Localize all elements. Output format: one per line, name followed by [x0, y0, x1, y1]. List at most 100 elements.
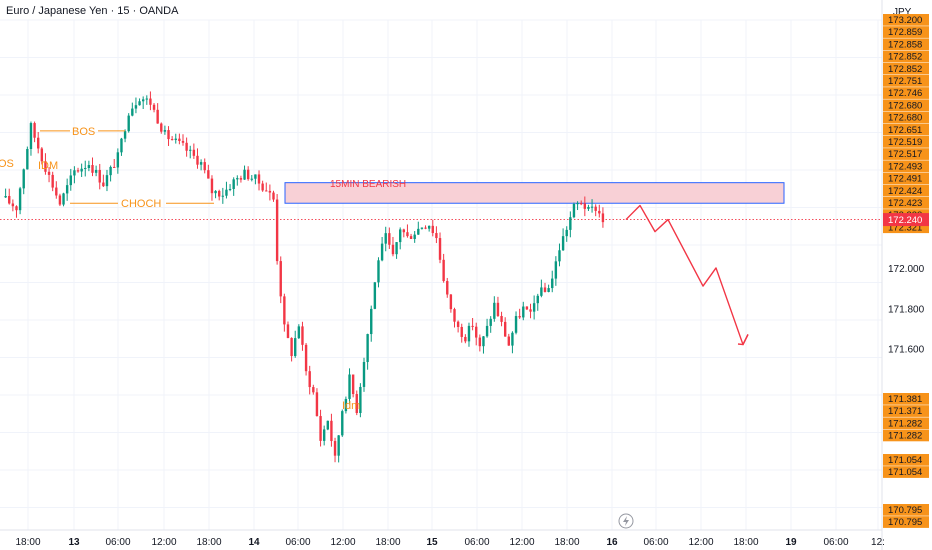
candle-body [507, 336, 510, 346]
grid [0, 19, 882, 530]
candle-body [149, 98, 152, 105]
candle-body [522, 306, 525, 318]
price-badge-label: 172.751 [888, 76, 922, 87]
price-badge [883, 393, 929, 405]
time-tick: 12: [871, 537, 885, 548]
candle-body [185, 142, 188, 151]
candle-body [529, 309, 532, 312]
price-badge [883, 417, 929, 430]
candle-body [275, 199, 279, 262]
time-tick: 06:00 [105, 537, 130, 548]
candle-body [590, 206, 594, 208]
candle-body [554, 261, 558, 279]
price-badge-label: 172.852 [888, 64, 922, 75]
price-badge-label: 171.282 [888, 418, 922, 429]
price-badge-label: 172.746 [888, 88, 922, 99]
price-axis[interactable]: JPY172.200172.000171.800171.600173.20017… [881, 0, 932, 550]
candle-body [478, 337, 482, 347]
candle-body [427, 225, 431, 229]
price-badge [883, 99, 929, 112]
price-badge-label: 172.680 [888, 113, 922, 124]
candle-body [333, 441, 337, 456]
candle-body [409, 236, 413, 239]
candle-body [84, 167, 87, 169]
price-badge-label: 172.859 [888, 27, 922, 38]
candle-body [189, 149, 192, 151]
candle-body [145, 98, 148, 100]
candle-body [572, 204, 576, 218]
price-badge-label: 172.424 [888, 186, 922, 197]
candle-body [446, 281, 449, 295]
candle-body [58, 195, 62, 205]
candle-body [485, 325, 489, 337]
candle-body [286, 324, 290, 338]
price-badge [883, 172, 929, 185]
candle-body [203, 162, 206, 171]
price-badge [883, 504, 929, 516]
candle-body [272, 192, 275, 200]
zone-layer: 15MIN BEARISH [0, 179, 882, 220]
price-badge [883, 429, 929, 442]
candle-body [326, 420, 329, 430]
candle-body [431, 225, 434, 234]
price-badge [883, 160, 929, 173]
candle-body [297, 326, 301, 339]
candle-body [355, 394, 358, 414]
candle-body [279, 261, 282, 297]
current-price-label: 172.240 [888, 215, 922, 226]
current-price-badge [883, 213, 929, 227]
time-tick: 12:00 [509, 537, 534, 548]
candle-body [547, 288, 550, 292]
price-badge [883, 75, 929, 87]
price-badge-label: 173.200 [888, 15, 922, 26]
candle-body [181, 140, 185, 143]
candle-body [435, 233, 438, 239]
candle-body [565, 229, 568, 237]
candle-body [391, 244, 395, 255]
time-tick: 13 [68, 537, 80, 548]
currency-label: JPY [893, 7, 912, 18]
candle-body [467, 325, 471, 342]
candle-body [76, 170, 80, 172]
candle-body [395, 242, 398, 255]
candle-body [232, 179, 235, 189]
time-tick: 12:00 [151, 537, 176, 548]
candle-body [254, 174, 257, 179]
price-badge-label: 171.282 [888, 431, 922, 442]
candle-body [109, 166, 112, 176]
candle-body [442, 259, 445, 282]
candle-body [113, 166, 116, 168]
candles [4, 91, 605, 463]
candle-body [456, 321, 460, 327]
price-badge [883, 111, 929, 124]
candle-body [62, 193, 65, 205]
price-tick: 171.600 [888, 345, 925, 356]
time-tick: 06:00 [823, 537, 848, 548]
annotations: BOS CHOCH IDM Idm OS [0, 126, 360, 412]
price-badge [883, 123, 929, 136]
candle-body [105, 175, 109, 187]
price-badge [883, 50, 929, 63]
time-tick: 12:00 [688, 537, 713, 548]
candle-body [55, 187, 58, 196]
candle-body [4, 195, 7, 198]
candle-body [290, 337, 293, 357]
candle-body [239, 178, 243, 180]
candle-body [475, 326, 478, 338]
time-axis[interactable]: 18:00 13 06:00 12:00 18:00 14 06:00 12:00 18:00 1… [0, 513, 885, 548]
candle-body [94, 169, 98, 173]
candle-body [460, 326, 463, 337]
candle-body [362, 362, 366, 387]
candle-body [402, 229, 406, 233]
candle-body [138, 101, 141, 106]
candle-body [167, 130, 170, 140]
candle-body [246, 169, 250, 180]
candle-body [344, 398, 348, 412]
candle-body [399, 229, 402, 243]
candle-body [18, 188, 22, 211]
price-badge-label: 171.371 [888, 406, 922, 417]
candle-body [127, 115, 130, 132]
candle-body [134, 105, 138, 109]
candle-body [47, 171, 51, 175]
